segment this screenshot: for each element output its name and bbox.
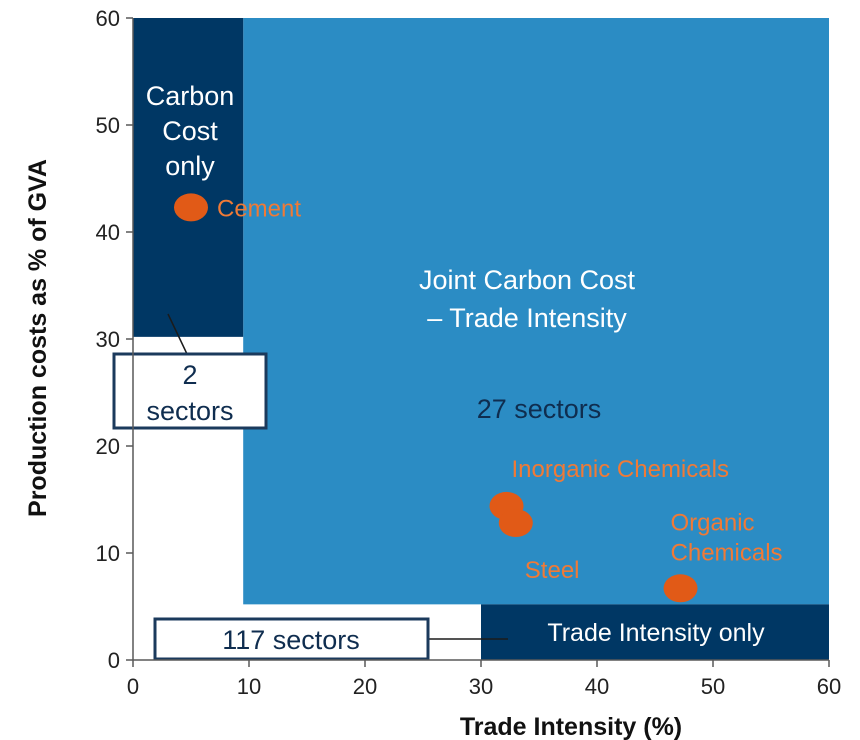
y-tick-label: 50 (96, 113, 120, 138)
point-steel (498, 509, 533, 538)
sector-count-joint: 27 sectors (477, 394, 602, 424)
point-cement (174, 193, 208, 222)
y-tick-label: 10 (96, 541, 120, 566)
region-label-carbon-only: Carbon (146, 81, 235, 111)
y-tick-label: 0 (108, 648, 120, 673)
y-axis-label: Production costs as % of GVA (24, 159, 52, 517)
sector-count-carbon-only: 2 (182, 360, 197, 390)
y-tick-label: 60 (96, 6, 120, 31)
y-tick-label: 20 (96, 434, 120, 459)
sector-counts: 27 sectors 2 sectors 117 sectors (112, 313, 602, 661)
region-2 (481, 604, 829, 660)
x-tick-label: 60 (817, 674, 841, 699)
region-label-trade-only: Trade Intensity only (547, 619, 765, 647)
region-label-joint: – Trade Intensity (427, 303, 627, 333)
x-tick-label: 0 (127, 674, 139, 699)
point-label: Inorganic Chemicals (512, 456, 729, 483)
sector-count-box (153, 617, 430, 661)
x-tick-label: 50 (701, 674, 725, 699)
x-tick-label: 10 (237, 674, 261, 699)
region-0 (243, 18, 829, 605)
point-label: Organic (671, 509, 755, 536)
region-label-carbon-only: only (165, 151, 215, 181)
axes: 0 10 20 30 40 50 60 0 10 20 30 40 50 60 (96, 6, 842, 699)
point-organic-chemicals (663, 574, 698, 603)
point-label: Cement (217, 195, 301, 222)
point-label: Chemicals (671, 539, 783, 566)
region-label-carbon-only: Cost (162, 116, 218, 146)
region-labels: Joint Carbon Cost – Trade Intensity Carbon… (146, 81, 765, 647)
data-points: Cement Inorganic Chemicals Steel Organic Che… (174, 193, 783, 603)
sector-count-box (112, 352, 268, 430)
sector-count-carbon-only: sectors (146, 396, 233, 426)
point-label: Steel (525, 557, 580, 584)
region-label-joint: Joint Carbon Cost (419, 265, 636, 295)
region-1 (133, 18, 244, 337)
y-tick-label: 30 (96, 327, 120, 352)
y-tick-label: 40 (96, 220, 120, 245)
sector-count-white: 117 sectors (222, 625, 360, 655)
x-tick-label: 20 (353, 674, 377, 699)
x-axis-label: Trade Intensity (%) (460, 713, 682, 740)
x-tick-label: 30 (469, 674, 493, 699)
chart-regions (133, 18, 829, 660)
x-tick-label: 40 (585, 674, 609, 699)
leader-line (167, 313, 188, 355)
